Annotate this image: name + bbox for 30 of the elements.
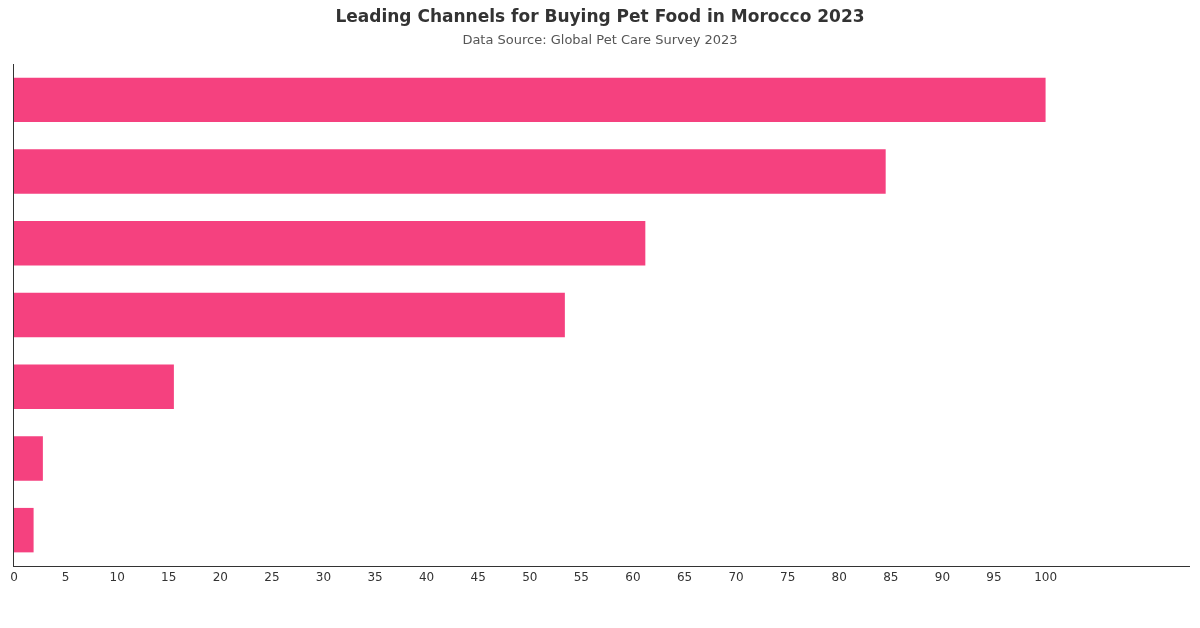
chart-subtitle: Data Source: Global Pet Care Survey 2023 (462, 32, 738, 48)
x-tick-label: 95 (986, 570, 1002, 585)
x-tick-label: 25 (264, 570, 280, 585)
bar (14, 149, 886, 194)
x-tick-label: 50 (522, 570, 538, 585)
x-tick-label: 80 (831, 570, 847, 585)
x-tick-label: 0 (10, 570, 18, 585)
x-tick-label: 10 (109, 570, 125, 585)
bar (14, 77, 1046, 123)
x-tick-label: 40 (418, 570, 435, 585)
bar (14, 292, 565, 338)
x-tick-label: 30 (315, 570, 332, 585)
x-tick-label: 55 (573, 570, 590, 585)
x-tick-label: 45 (470, 570, 486, 585)
bar (14, 436, 43, 481)
x-tick-label: 15 (161, 570, 177, 585)
x-tick-label: 90 (934, 570, 951, 585)
x-tick-label: 85 (883, 570, 899, 585)
bar (14, 507, 34, 553)
x-tick-label: 5 (61, 570, 70, 585)
x-tick-label: 60 (625, 570, 641, 585)
x-tick-label: 70 (728, 570, 744, 585)
x-tick-label: 75 (780, 570, 796, 585)
bar (14, 364, 174, 409)
chart-title: Leading Channels for Buying Pet Food in Morocco 2023 (335, 5, 865, 26)
x-tick-label: 100 (1034, 570, 1058, 585)
x-tick-label: 20 (212, 570, 228, 585)
x-tick-label: 65 (676, 570, 693, 585)
x-tick-label: 35 (367, 570, 383, 585)
bar (14, 221, 646, 266)
